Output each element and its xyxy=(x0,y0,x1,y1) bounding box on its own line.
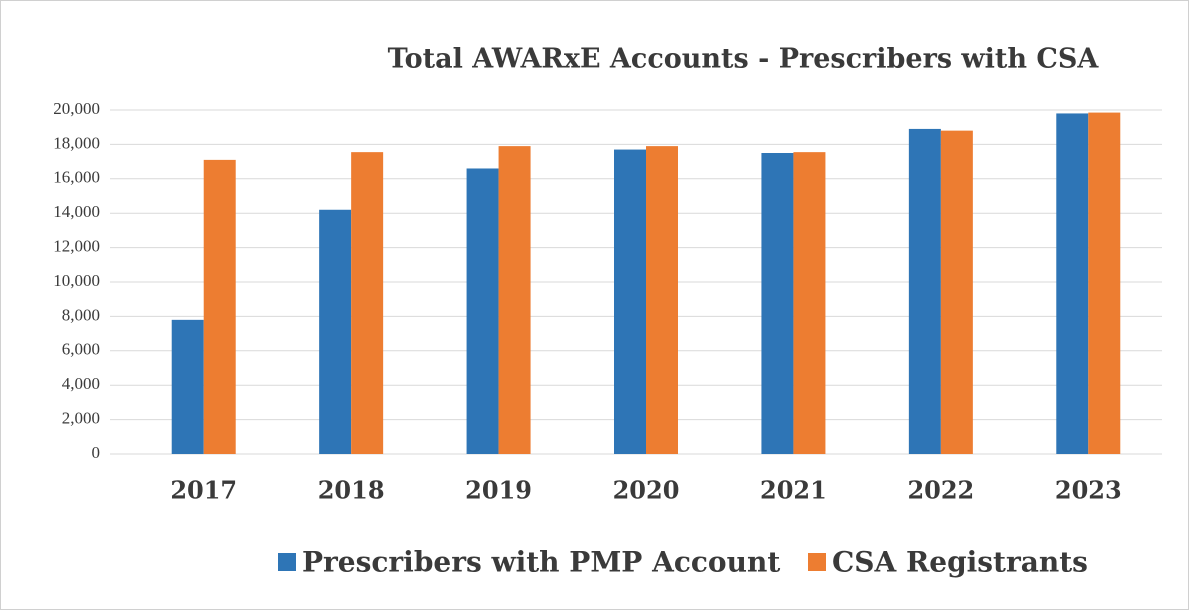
bar xyxy=(614,149,646,454)
y-tick-label: 16,000 xyxy=(53,168,100,187)
y-tick-label: 4,000 xyxy=(62,374,100,393)
y-tick-label: 20,000 xyxy=(53,99,100,118)
bar xyxy=(1056,113,1089,454)
bar xyxy=(761,153,794,454)
y-tick-label: 18,000 xyxy=(53,133,100,152)
y-tick-label: 2,000 xyxy=(62,409,100,428)
chart-title: Total AWARxE Accounts - Prescribers with… xyxy=(388,44,1100,75)
x-tick-label: 2020 xyxy=(613,476,680,505)
bar xyxy=(646,146,678,454)
y-tick-label: 14,000 xyxy=(53,202,100,221)
y-tick-label: 12,000 xyxy=(53,237,100,256)
y-tick-label: 6,000 xyxy=(62,340,100,359)
x-tick-label: 2023 xyxy=(1055,476,1122,505)
y-tick-label: 10,000 xyxy=(53,271,100,290)
bar xyxy=(793,152,826,454)
x-tick-label: 2021 xyxy=(760,476,827,505)
x-tick-label: 2022 xyxy=(907,476,974,505)
bar xyxy=(940,130,973,454)
bar xyxy=(466,168,499,455)
bar xyxy=(351,152,384,454)
y-tick-label: 8,000 xyxy=(62,305,100,324)
bar xyxy=(319,209,352,454)
legend-swatch xyxy=(808,553,826,571)
legend-label: Prescribers with PMP Account xyxy=(302,546,780,579)
y-tick-label: 0 xyxy=(92,443,101,462)
bar xyxy=(908,128,941,455)
legend-label: CSA Registrants xyxy=(832,546,1088,579)
bar xyxy=(171,319,204,454)
bar xyxy=(1088,112,1121,454)
bar xyxy=(498,146,531,454)
legend-swatch xyxy=(278,553,296,571)
x-tick-label: 2018 xyxy=(318,476,385,505)
x-tick-label: 2019 xyxy=(465,476,532,505)
bar xyxy=(203,159,236,454)
x-tick-label: 2017 xyxy=(170,476,237,505)
